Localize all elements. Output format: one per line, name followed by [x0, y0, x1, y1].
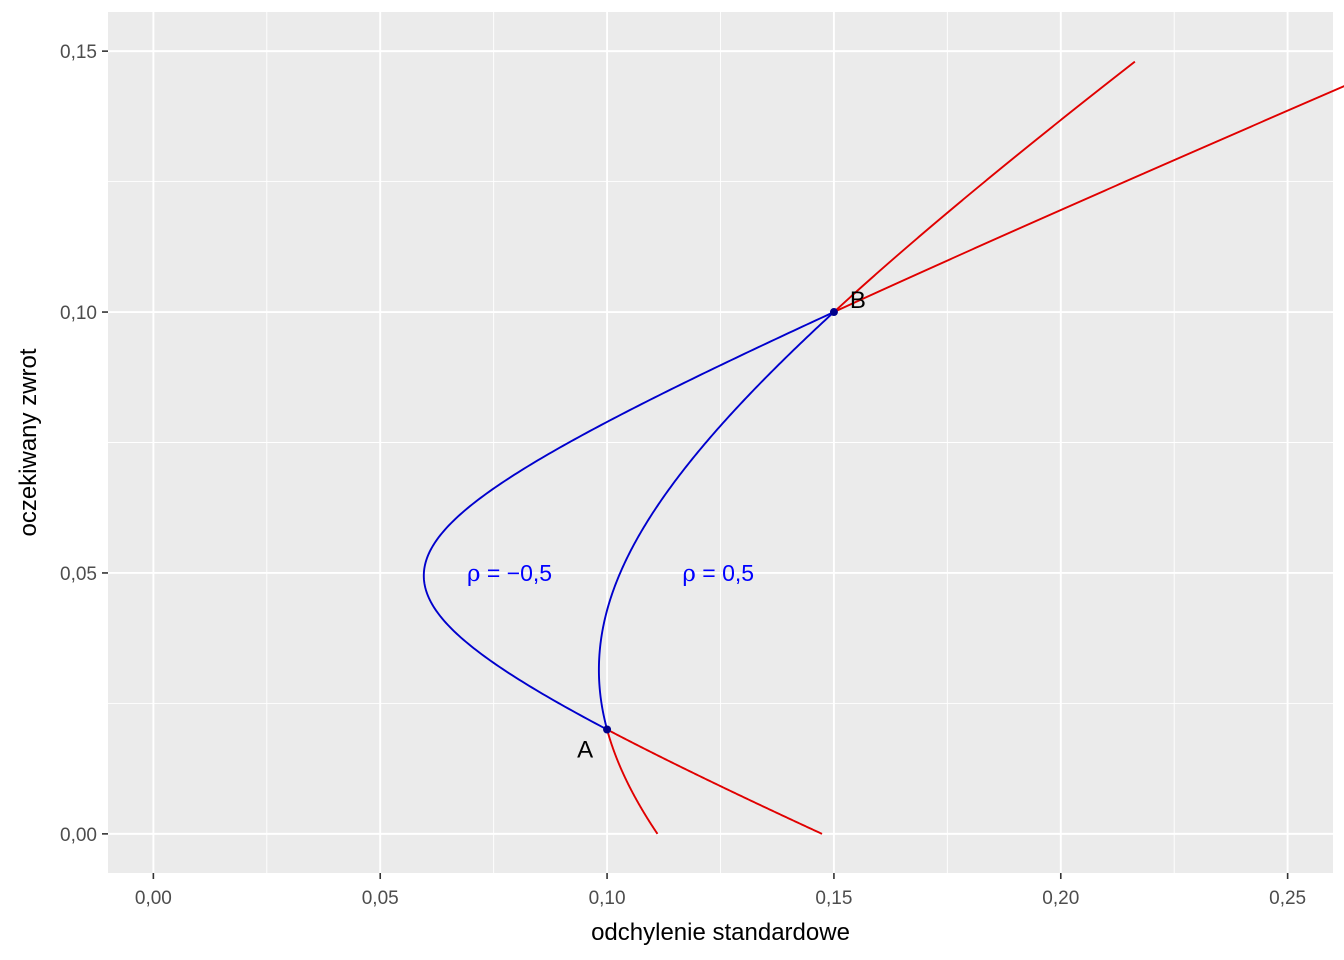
- rho-symbol: ρ: [467, 561, 481, 587]
- curve-rho-0_5-inside: [597, 311, 835, 730]
- point-label-a: A: [577, 737, 593, 764]
- x-tick-label: 0,00: [135, 888, 172, 909]
- y-tick-label: 0,00: [60, 825, 97, 846]
- rho-value: 0,5: [722, 560, 754, 586]
- point-b: [829, 308, 838, 317]
- rho-value: −0,5: [507, 560, 552, 586]
- x-axis-title: odchylenie standardowe: [591, 919, 850, 946]
- rho-equals: =: [480, 560, 506, 586]
- x-tick-label: 0,20: [1042, 888, 1079, 909]
- curve-annotations: ρ = −0,5 ρ = 0,5: [467, 560, 754, 587]
- y-tick-label: 0,05: [60, 564, 97, 585]
- point-a: [603, 725, 612, 734]
- curve-rho-neg0_5-outside: [833, 85, 1344, 313]
- y-tick-label: 0,10: [60, 303, 97, 324]
- rho-label-1: ρ = −0,5: [467, 560, 552, 587]
- rho-symbol: ρ: [682, 561, 696, 587]
- y-tick-label: 0,15: [60, 42, 97, 63]
- rho-equals: =: [696, 560, 722, 586]
- rho-label-2: ρ = 0,5: [682, 560, 754, 587]
- curves: [422, 60, 1344, 835]
- curve-rho-neg0_5-inside: [422, 311, 835, 731]
- x-tick-label: 0,10: [589, 888, 626, 909]
- curve-rho-0_5-outside: [833, 60, 1136, 313]
- curve-rho-neg0_5-outside: [606, 728, 823, 835]
- point-label-b: B: [850, 287, 866, 314]
- x-tick-label: 0,05: [362, 888, 399, 909]
- x-tick-label: 0,25: [1269, 888, 1306, 909]
- axes: 0,00 0,05 0,10 0,15 0,20 0,25 0,00 0,05 0,10 0,15: [60, 42, 1306, 909]
- curve-rho-0_5-outside: [606, 729, 659, 835]
- y-axis-title: oczekiwany zwrot: [15, 348, 42, 536]
- x-tick-label: 0,15: [815, 888, 852, 909]
- asset-points: AB: [577, 287, 866, 763]
